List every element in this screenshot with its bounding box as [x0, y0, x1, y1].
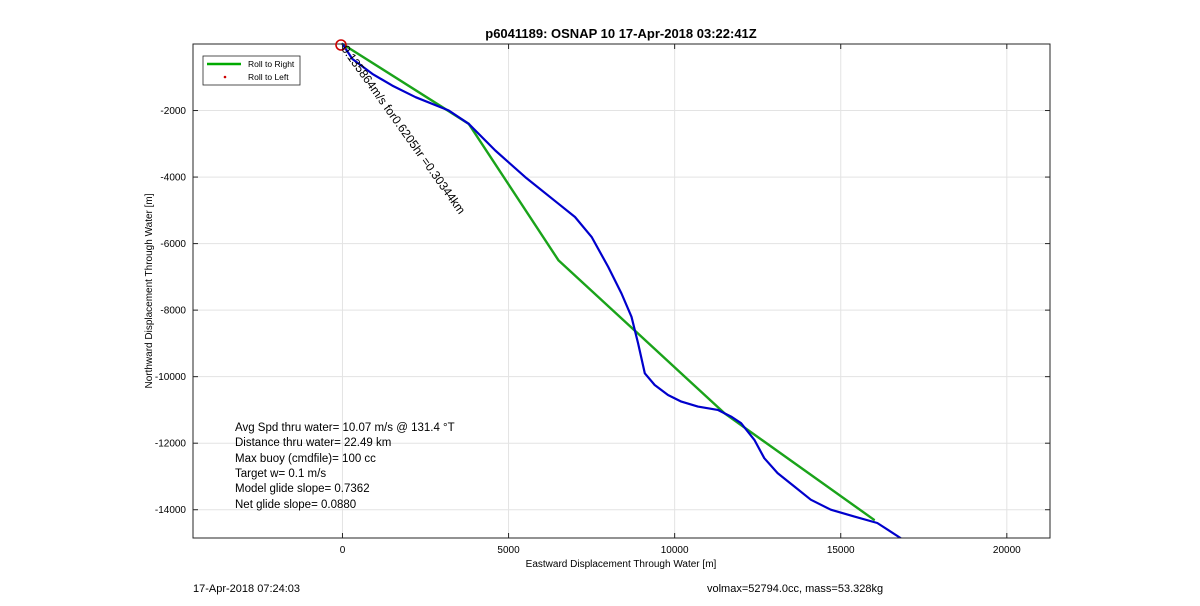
series-line-roll-right	[341, 42, 876, 521]
series-line-track	[341, 42, 902, 538]
x-axis-label: Eastward Displacement Through Water [m]	[526, 559, 717, 570]
x-tick-label: 5000	[497, 545, 520, 556]
legend-box	[202, 55, 301, 86]
legend-label-roll-right: Roll to Right	[248, 59, 295, 69]
stat-max-buoy: Max buoy (cmdfile)= 100 cc	[235, 453, 376, 465]
x-tick-label: 0	[340, 545, 346, 556]
legend: Roll to Right Roll to Left	[202, 55, 301, 86]
ticks: 0 5000 10000 15000 20000 -2000 -4000 -6000 -8000…	[155, 44, 1050, 556]
plot-area	[193, 44, 1050, 538]
y-tick-label: -8000	[160, 306, 186, 317]
chart-title: p6041189: OSNAP 10 17-Apr-2018 03:22:41Z	[485, 26, 757, 41]
stat-target-w: Target w= 0.1 m/s	[235, 468, 326, 480]
y-axis-label: Northward Displacement Through Water [m]	[144, 193, 155, 388]
y-tick-label: -14000	[155, 505, 187, 516]
y-tick-label: -6000	[160, 239, 186, 250]
x-tick-label: 10000	[661, 545, 689, 556]
x-tick-label: 15000	[827, 545, 855, 556]
stat-avg-speed: Avg Spd thru water= 10.07 m/s @ 131.4 °T	[235, 422, 455, 434]
footer-volmax-mass: volmax=52794.0cc, mass=53.328kg	[707, 583, 884, 595]
y-tick-label: -10000	[155, 372, 187, 383]
y-tick-label: -12000	[155, 439, 187, 450]
stat-distance: Distance thru water= 22.49 km	[235, 437, 391, 449]
stat-model-glide: Model glide slope= 0.7362	[235, 483, 370, 495]
grid	[193, 44, 1050, 538]
stat-net-glide: Net glide slope= 0.0880	[235, 499, 356, 511]
y-tick-label: -2000	[160, 106, 186, 117]
legend-label-roll-left: Roll to Left	[248, 72, 289, 82]
start-marker	[335, 39, 347, 51]
series-layer	[341, 42, 902, 538]
legend-swatch-roll-left	[223, 75, 227, 79]
stats-block: Avg Spd thru water= 10.07 m/s @ 131.4 °T…	[235, 422, 455, 511]
y-tick-label: -4000	[160, 173, 186, 184]
plot-frame	[192, 43, 1051, 539]
footer-timestamp: 17-Apr-2018 07:24:03	[193, 583, 301, 595]
x-tick-label: 20000	[993, 545, 1021, 556]
